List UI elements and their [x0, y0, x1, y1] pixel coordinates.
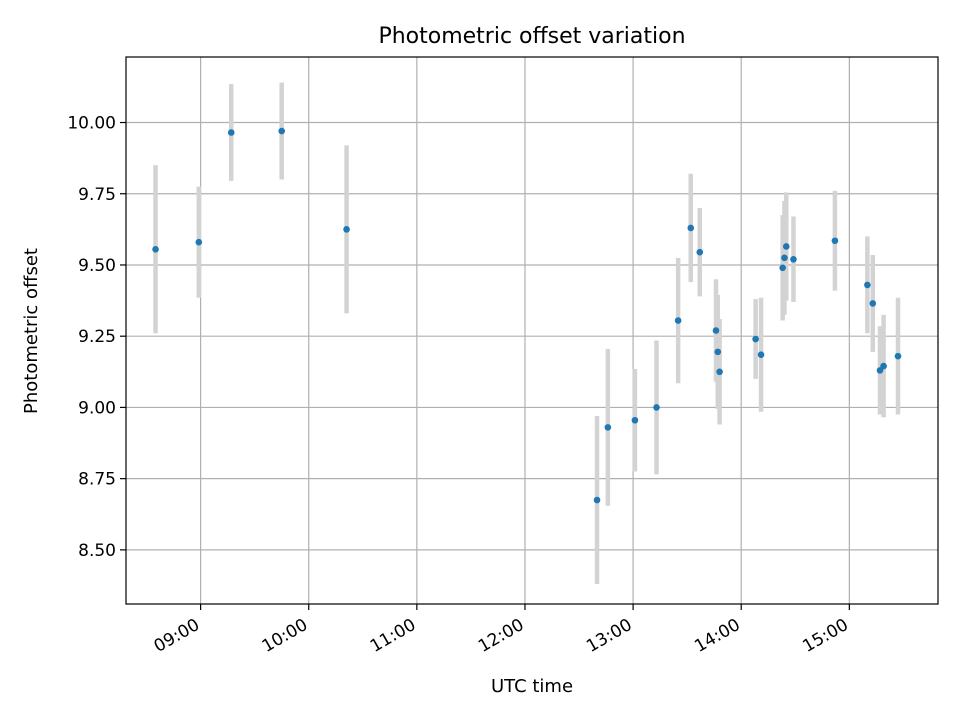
data-point: [714, 348, 722, 356]
data-point: [674, 317, 682, 324]
data-point: [195, 238, 203, 246]
y-axis-label: Photometric offset: [21, 248, 42, 414]
grid: [126, 57, 938, 604]
y-tick-label: 9.75: [78, 185, 116, 205]
plot-frame: [125, 56, 939, 605]
data-point: [631, 416, 639, 424]
data-point: [152, 246, 159, 253]
data-point: [227, 129, 235, 136]
y-tick-label: 9.00: [78, 398, 116, 418]
data-point: [782, 243, 790, 250]
data-point: [869, 300, 877, 307]
data-point: [752, 335, 759, 343]
data-point: [278, 127, 285, 135]
data-point: [781, 254, 788, 262]
data-point: [779, 264, 786, 272]
data-point: [864, 281, 871, 289]
y-tick-label: 8.50: [78, 541, 116, 561]
y-tick-label: 9.25: [78, 327, 116, 347]
chart-title: Photometric offset variation: [378, 24, 685, 49]
data-point: [831, 237, 839, 245]
data-point: [696, 248, 704, 256]
data-point: [880, 362, 887, 370]
data-point: [593, 496, 601, 504]
data-point: [757, 351, 765, 359]
data-point: [790, 255, 797, 263]
y-tick-label: 9.50: [78, 256, 116, 276]
y-axis: 8.50 8.75 9.00 9.25 9.50 9.75 10.00: [67, 114, 126, 561]
data-points: [152, 127, 902, 504]
x-axis-label: UTC time: [491, 676, 573, 697]
data-point: [343, 226, 350, 233]
data-point: [653, 404, 660, 411]
data-point: [716, 368, 723, 376]
y-tick-label: 10.00: [67, 114, 116, 134]
data-point: [687, 224, 695, 232]
data-point: [712, 327, 720, 334]
data-point: [894, 352, 902, 360]
y-tick-label: 8.75: [78, 470, 116, 490]
data-point: [604, 424, 612, 431]
